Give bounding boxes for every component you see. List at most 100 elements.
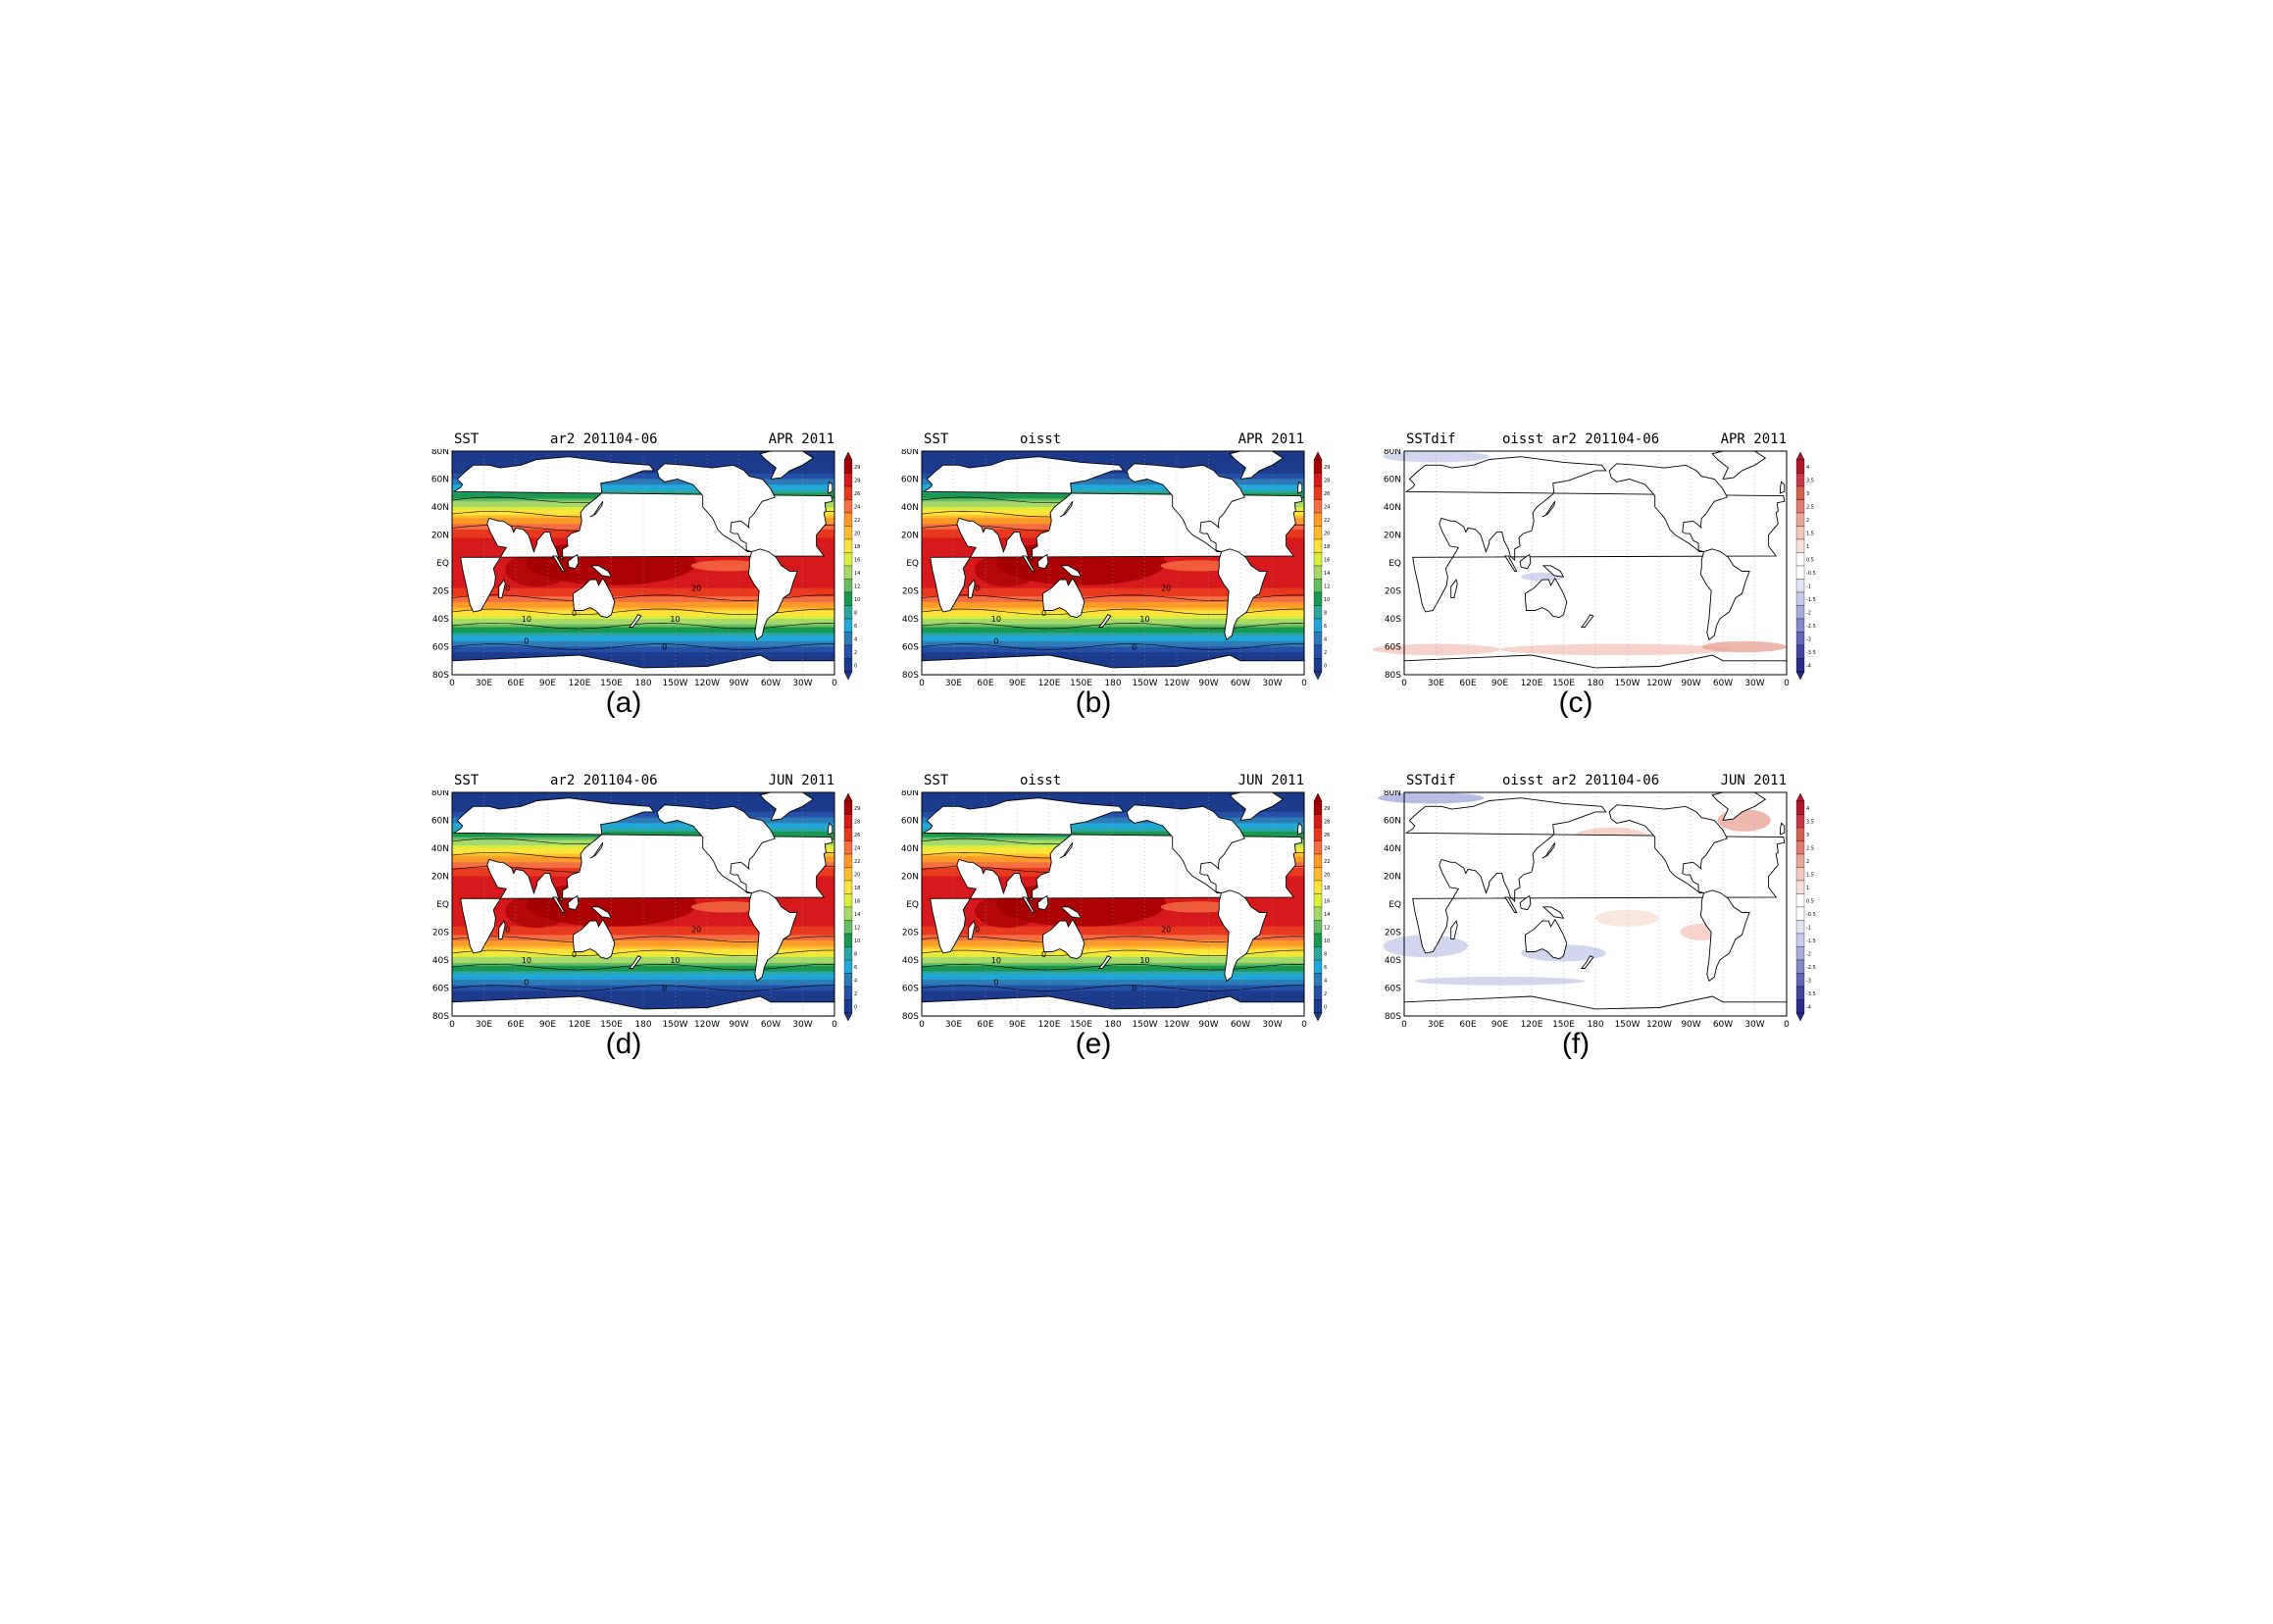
colorbar-label: 14 — [854, 571, 860, 577]
lon-tick-label: 150W — [1614, 1020, 1640, 1030]
lon-tick-label: 0 — [919, 1020, 925, 1030]
lat-tick-label: 60N — [1384, 817, 1401, 827]
panel-title-date: APR 2011 — [1720, 431, 1787, 447]
lon-tick-label: 30E — [945, 679, 962, 688]
colorbar-label: 26 — [1324, 491, 1330, 497]
lon-tick-label: 120W — [1164, 679, 1189, 688]
lon-tick-label: 150E — [1070, 679, 1092, 688]
landmass — [1097, 955, 1112, 969]
contour-label: 10 — [991, 615, 1001, 624]
colorbar-swatch — [1795, 933, 1805, 947]
lon-tick-label: 150E — [600, 1020, 623, 1030]
lon-tick-label: 60W — [1713, 1020, 1733, 1030]
colorbar-label: 26 — [1324, 833, 1330, 838]
lon-tick-label: 30W — [1744, 679, 1764, 688]
lon-tick-label: 150W — [1132, 1020, 1157, 1030]
colorbar-swatch — [1313, 827, 1323, 841]
lon-tick-label: 0 — [1301, 679, 1307, 688]
colorbar-swatch — [1313, 618, 1323, 633]
panel-caption: (a) — [605, 686, 642, 719]
colorbar-label: 2.5 — [1806, 845, 1814, 851]
lat-tick-label: 60N — [431, 817, 449, 827]
landmass — [1608, 804, 1728, 894]
colorbar-swatch — [1795, 800, 1805, 815]
colorbar-swatch — [1313, 920, 1323, 935]
lon-tick-label: 90E — [1491, 679, 1508, 688]
lon-tick-label: 150W — [662, 679, 687, 688]
lat-tick-label: 80S — [902, 1012, 919, 1022]
lat-tick-label: 40S — [902, 615, 919, 625]
colorbar-label: 20 — [854, 872, 860, 878]
lon-tick-label: 0 — [449, 1020, 455, 1030]
colorbar-label: 1.5 — [1806, 872, 1814, 878]
panel-title-variable: SSTdif — [1406, 431, 1456, 447]
lon-tick-label: 150W — [662, 1020, 687, 1030]
colorbar-swatch — [843, 565, 853, 580]
landmass — [747, 889, 798, 983]
colorbar-label: 28 — [1324, 478, 1330, 483]
landmass — [1580, 614, 1594, 628]
colorbar-label: 6 — [1324, 624, 1327, 630]
panel-title-variable: SST — [454, 773, 480, 788]
landmass — [552, 555, 566, 572]
colorbar-swatch — [1795, 946, 1805, 961]
landmass — [567, 894, 580, 911]
landmass — [1450, 920, 1458, 940]
colorbar-swatch — [1795, 658, 1805, 673]
colorbar-label: 0 — [1324, 663, 1327, 669]
landmass — [567, 553, 580, 570]
colorbar-swatch — [1795, 485, 1805, 500]
contour-label: 0 — [993, 979, 998, 988]
colorbar-label: -3 — [1806, 978, 1811, 984]
landmass — [498, 579, 506, 599]
landmass — [1297, 481, 1303, 494]
colorbar-swatch — [1795, 605, 1805, 620]
colorbar-label: 8 — [854, 951, 857, 957]
colorbar-label: 16 — [1324, 557, 1330, 563]
colorbar-label: 0.5 — [1806, 557, 1814, 563]
colorbar-label: 3 — [1806, 833, 1809, 838]
landmass — [628, 955, 642, 969]
colorbar-swatch — [1313, 814, 1323, 829]
lat-tick-label: EQ — [436, 559, 449, 569]
contour-label: 20 — [691, 926, 701, 935]
colorbar-swatch — [843, 920, 853, 935]
colorbar-swatch — [1795, 632, 1805, 646]
contour-label: 0 — [524, 979, 529, 988]
colorbar-label: 16 — [1324, 898, 1330, 904]
contour-label: 0 — [1132, 984, 1136, 992]
colorbar-label: 0 — [854, 1004, 857, 1010]
lat-tick-label: 80S — [432, 671, 449, 681]
panel-title-date: APR 2011 — [1238, 431, 1304, 447]
lat-tick-label: 20S — [432, 587, 449, 597]
lon-tick-label: 60W — [1231, 1020, 1250, 1030]
colorbar-label: 29 — [854, 465, 860, 471]
lon-tick-label: 120E — [569, 679, 591, 688]
lon-tick-label: 90W — [1681, 1020, 1700, 1030]
colorbar-swatch — [843, 459, 853, 474]
panel-title-source: ar2 201104-06 — [550, 431, 658, 447]
lon-tick-label: 90W — [729, 1020, 748, 1030]
colorbar-swatch — [1795, 814, 1805, 829]
lat-tick-label: 40N — [431, 503, 449, 513]
contour-label: 0 — [1041, 950, 1046, 959]
landmass — [1126, 463, 1245, 553]
contour-label: 0 — [572, 950, 577, 959]
panel-header: SST oisst JUN 2011 — [883, 773, 1304, 788]
lon-tick-label: 0 — [449, 679, 455, 688]
colorbar-label: -4 — [1806, 1004, 1811, 1010]
lat-tick-label: 20N — [431, 873, 449, 883]
landmass — [968, 579, 976, 599]
landmass — [1059, 501, 1074, 518]
colorbar-label: 24 — [854, 504, 860, 510]
lon-tick-label: 60W — [1713, 679, 1733, 688]
colorbar-label: 26 — [854, 833, 860, 838]
lat-tick-label: EQ — [1389, 900, 1401, 910]
map-panel-f: SSTdif oisst ar2 201104-06 JUN 2011 80N 6… — [1365, 773, 1816, 1067]
lat-tick-label: 40S — [902, 956, 919, 966]
lat-tick-label: 40N — [901, 503, 919, 513]
colorbar-swatch — [843, 538, 853, 553]
